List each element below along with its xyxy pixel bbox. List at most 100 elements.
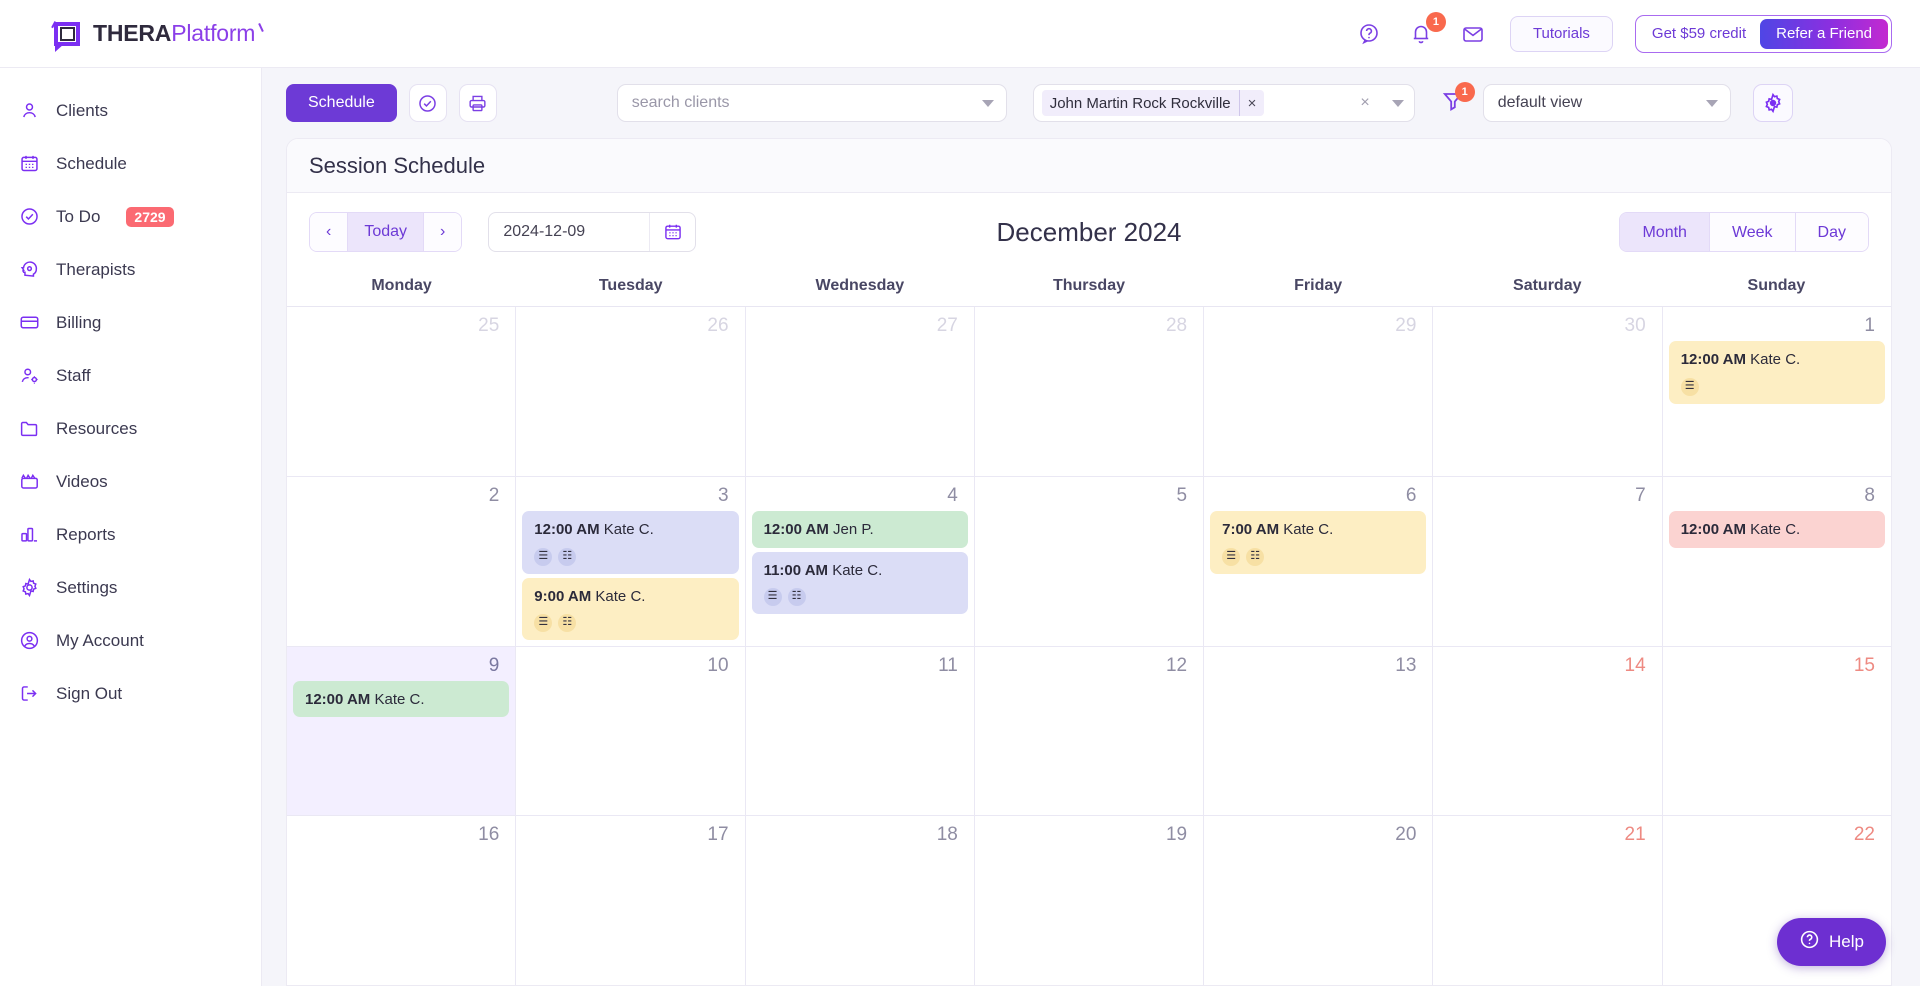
client-filter-box[interactable]: John Martin Rock Rockville × × xyxy=(1032,84,1415,122)
printer-icon[interactable] xyxy=(458,84,497,122)
day-number: 16 xyxy=(478,824,500,846)
sidebar-item-reports[interactable]: Reports xyxy=(0,508,261,561)
calendar-day-cell[interactable]: 21 xyxy=(1433,816,1663,985)
calendar-day-cell[interactable]: 22 xyxy=(1663,816,1891,985)
sidebar-item-my-account[interactable]: My Account xyxy=(0,614,261,667)
sidebar-item-staff[interactable]: Staff xyxy=(0,349,261,402)
bell-icon[interactable]: 1 xyxy=(1406,11,1446,49)
calendar-day-cell[interactable]: 4 12:00 AM Jen P. 11:00 AM Kate C. ☰ ☷ xyxy=(746,476,975,646)
day-number: 17 xyxy=(707,824,729,846)
calendar-event[interactable]: 12:00 AM Kate C. ☰ xyxy=(1668,341,1885,404)
close-icon[interactable]: × xyxy=(1238,90,1265,116)
calendar-event[interactable]: 12:00 AM Kate C. xyxy=(293,680,510,718)
view-week-button[interactable]: Week xyxy=(1709,213,1796,251)
sidebar-item-schedule[interactable]: Schedule xyxy=(0,137,261,190)
note-icon[interactable]: ☰ xyxy=(1680,377,1699,396)
help-circle-icon[interactable] xyxy=(1354,19,1384,49)
note-icon[interactable]: ☰ xyxy=(763,588,782,607)
calendar-day-cell[interactable]: 20 xyxy=(1204,816,1434,985)
next-period-button[interactable]: › xyxy=(424,213,462,251)
sidebar-item-resources[interactable]: Resources xyxy=(0,402,261,455)
calendar-day-cell[interactable]: 9 12:00 AM Kate C. xyxy=(287,646,517,816)
chevron-down-icon[interactable] xyxy=(1705,99,1718,107)
theraplatform-logo[interactable]: THERAPlatform xyxy=(46,18,265,52)
day-number: 9 xyxy=(488,654,500,676)
sidebar-item-billing[interactable]: Billing xyxy=(0,296,261,349)
bell-badge: 1 xyxy=(1425,11,1446,32)
calendar-day-cell[interactable]: 16 xyxy=(287,816,517,985)
view-day-button[interactable]: Day xyxy=(1795,213,1868,251)
invoice-icon[interactable]: ☷ xyxy=(558,547,577,566)
search-clients-box[interactable] xyxy=(616,84,1007,122)
calendar-icon[interactable] xyxy=(649,213,695,251)
calendar-event[interactable]: 12:00 AM Kate C. xyxy=(1668,510,1885,548)
check-circle-icon[interactable] xyxy=(408,84,447,122)
invoice-icon[interactable]: ☷ xyxy=(1246,547,1265,566)
sidebar-item-videos[interactable]: Videos xyxy=(0,455,261,508)
logo-area[interactable]: THERAPlatform xyxy=(0,18,265,52)
clear-all-icon[interactable]: × xyxy=(1360,94,1370,111)
day-number: 10 xyxy=(707,654,729,676)
calendar-day-cell[interactable]: 28 xyxy=(975,307,1205,476)
calendar-day-cell[interactable]: 19 xyxy=(975,816,1205,985)
date-value[interactable]: 2024-12-09 xyxy=(503,223,586,240)
refer-a-friend-button[interactable]: Refer a Friend xyxy=(1760,18,1888,49)
calendar-day-cell[interactable]: 18 xyxy=(746,816,975,985)
funnel-icon[interactable]: 1 xyxy=(1441,81,1475,118)
today-button[interactable]: Today xyxy=(348,213,425,251)
calendar-event[interactable]: 7:00 AM Kate C. ☰ ☷ xyxy=(1210,510,1427,574)
calendar-day-cell[interactable]: 12 xyxy=(975,646,1205,816)
gear-icon[interactable] xyxy=(1752,84,1793,122)
help-button[interactable]: Help xyxy=(1777,918,1886,966)
mail-icon[interactable] xyxy=(1458,19,1488,49)
chevron-down-icon[interactable] xyxy=(1391,99,1404,107)
calendar-day-cell[interactable]: 13 xyxy=(1204,646,1434,816)
calendar-event[interactable]: 9:00 AM Kate C. ☰ ☷ xyxy=(522,577,739,641)
sidebar-label: To Do xyxy=(56,206,101,226)
calendar-day-cell[interactable]: 15 xyxy=(1663,647,1891,816)
date-field[interactable]: 2024-12-09 xyxy=(488,212,697,252)
view-select[interactable]: default view xyxy=(1482,84,1731,122)
calendar-day-cell[interactable]: 11 xyxy=(746,646,975,816)
calendar-day-cell[interactable]: 2 xyxy=(287,476,517,646)
calendar-day-cell[interactable]: 7 xyxy=(1433,476,1663,646)
client-chip[interactable]: John Martin Rock Rockville × xyxy=(1041,90,1265,116)
view-month-button[interactable]: Month xyxy=(1620,213,1710,251)
calendar-day-cell[interactable]: 3 12:00 AM Kate C. ☰ ☷ 9:00 AM Kate C. ☰ ☷ xyxy=(516,476,746,646)
sidebar-label: Billing xyxy=(56,312,102,332)
sidebar-item-to-do[interactable]: To Do 2729 xyxy=(0,190,261,243)
schedule-button[interactable]: Schedule xyxy=(286,84,397,122)
help-button-label: Help xyxy=(1829,932,1864,951)
calendar-event[interactable]: 11:00 AM Kate C. ☰ ☷ xyxy=(751,551,968,615)
body: Clients Schedule To Do 2729 xyxy=(0,68,1920,986)
calendar-event[interactable]: 12:00 AM Kate C. ☰ ☷ xyxy=(522,510,739,574)
sidebar-item-clients[interactable]: Clients xyxy=(0,84,261,137)
calendar-day-cell[interactable]: 10 xyxy=(516,646,746,816)
sidebar-item-settings[interactable]: Settings xyxy=(0,561,261,614)
calendar-day-cell[interactable]: 6 7:00 AM Kate C. ☰ ☷ xyxy=(1204,476,1434,646)
prev-period-button[interactable]: ‹ xyxy=(310,213,349,251)
day-number: 2 xyxy=(488,484,500,506)
note-icon[interactable]: ☰ xyxy=(534,547,553,566)
calendar-day-cell[interactable]: 26 xyxy=(516,307,746,476)
note-icon[interactable]: ☰ xyxy=(1222,547,1241,566)
sidebar-item-sign-out[interactable]: Sign Out xyxy=(0,667,261,720)
calendar-event[interactable]: 12:00 AM Jen P. xyxy=(751,510,968,548)
invoice-icon[interactable]: ☷ xyxy=(558,614,577,633)
calendar-day-cell[interactable]: 14 xyxy=(1433,646,1663,816)
calendar-day-cell[interactable]: 8 12:00 AM Kate C. xyxy=(1663,477,1891,646)
calendar-day-cell[interactable]: 5 xyxy=(975,476,1205,646)
invoice-icon[interactable]: ☷ xyxy=(787,588,806,607)
chevron-down-icon[interactable] xyxy=(981,99,994,107)
calendar-day-cell[interactable]: 27 xyxy=(746,307,975,476)
calendar-day-cell[interactable]: 30 xyxy=(1433,307,1663,476)
calendar-day-cell[interactable]: 29 xyxy=(1204,307,1434,476)
sidebar-item-therapists[interactable]: Therapists xyxy=(0,243,261,296)
calendar-day-cell[interactable]: 17 xyxy=(516,816,746,985)
calendar-day-cell[interactable]: 1 12:00 AM Kate C. ☰ xyxy=(1663,307,1891,476)
tutorials-button[interactable]: Tutorials xyxy=(1509,15,1613,52)
dow-monday: Monday xyxy=(371,277,432,294)
search-input[interactable] xyxy=(631,94,982,112)
note-icon[interactable]: ☰ xyxy=(534,614,553,633)
calendar-day-cell[interactable]: 25 xyxy=(287,307,517,476)
